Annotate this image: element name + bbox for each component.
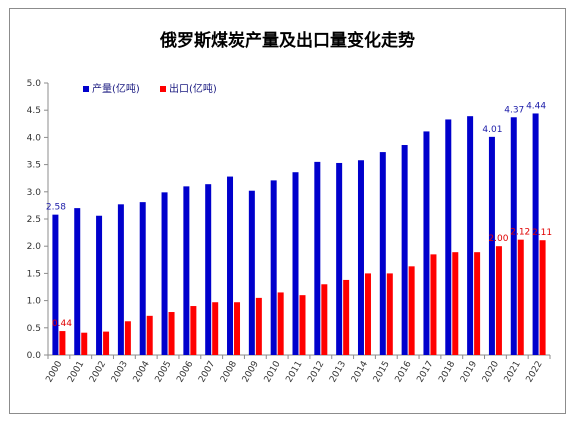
- x-tick-label: 2004: [132, 359, 152, 384]
- y-tick-label: 0.0: [27, 351, 42, 361]
- export-bar: [452, 252, 459, 355]
- production-bar: [227, 176, 234, 355]
- production-bar: [96, 215, 103, 355]
- production-bar: [532, 113, 539, 356]
- production-bar: [161, 192, 168, 355]
- export-bar: [255, 297, 262, 355]
- y-tick-label: 4.5: [27, 106, 41, 116]
- x-tick-label: 2016: [394, 359, 414, 384]
- production-data-label: 4.01: [482, 125, 502, 135]
- x-tick-label: 2006: [175, 359, 195, 384]
- export-bar: [474, 252, 481, 355]
- export-bar: [364, 273, 371, 355]
- production-data-label: 2.58: [46, 203, 66, 213]
- production-bar: [139, 202, 146, 355]
- export-bar: [103, 331, 110, 355]
- production-bar: [467, 116, 474, 356]
- export-data-label: 2.12: [510, 228, 530, 238]
- production-data-label: 4.37: [504, 105, 524, 115]
- x-tick-label: 2011: [284, 360, 304, 385]
- x-tick-label: 2005: [154, 360, 174, 385]
- production-bar: [336, 162, 343, 355]
- production-bar: [423, 131, 430, 355]
- export-bar: [212, 302, 219, 355]
- production-bar: [445, 119, 452, 355]
- legend-label-production: 产量(亿吨): [92, 82, 140, 95]
- y-tick-label: 1.5: [27, 269, 41, 279]
- y-tick-label: 5.0: [27, 79, 42, 89]
- x-tick-label: 2003: [110, 360, 130, 385]
- y-tick-label: 2.0: [27, 242, 42, 252]
- y-tick-label: 2.5: [27, 215, 41, 225]
- production-bar: [52, 214, 59, 355]
- export-bar: [234, 302, 241, 355]
- x-tick-label: 2015: [372, 360, 392, 385]
- production-bar: [510, 117, 517, 355]
- export-data-label: 2.00: [488, 234, 508, 244]
- export-bar: [190, 306, 197, 355]
- production-bar: [379, 152, 386, 355]
- x-tick-label: 2014: [350, 359, 370, 384]
- production-bar: [314, 161, 321, 355]
- export-data-label: 0.44: [52, 319, 72, 329]
- production-bar: [357, 160, 364, 355]
- x-tick-label: 2019: [459, 359, 479, 384]
- y-tick-label: 3.0: [27, 188, 42, 198]
- x-tick-label: 2001: [66, 360, 86, 385]
- x-tick-label: 2021: [503, 360, 523, 385]
- export-data-label: 2.11: [532, 228, 552, 238]
- production-bar: [205, 184, 212, 355]
- export-bar: [408, 266, 415, 355]
- x-tick-label: 2000: [44, 359, 64, 384]
- production-bar: [292, 172, 299, 355]
- export-bar: [146, 315, 153, 355]
- x-tick-label: 2009: [241, 359, 261, 384]
- y-tick-label: 4.0: [27, 133, 42, 143]
- export-bar: [343, 279, 350, 355]
- x-tick-label: 2017: [415, 360, 435, 385]
- export-bar: [539, 240, 546, 355]
- export-bar: [124, 321, 131, 355]
- production-bar: [401, 145, 408, 355]
- legend-label-export: 出口(亿吨): [169, 82, 217, 95]
- export-bar: [277, 292, 284, 355]
- x-tick-label: 2022: [525, 360, 545, 385]
- x-tick-label: 2007: [197, 360, 217, 385]
- production-bar: [117, 204, 124, 355]
- production-data-label: 4.44: [526, 101, 546, 111]
- export-bar: [386, 273, 393, 355]
- production-bar: [488, 136, 495, 355]
- x-tick-label: 2018: [437, 359, 457, 384]
- export-bar: [517, 239, 524, 355]
- x-tick-label: 2010: [263, 359, 283, 384]
- export-bar: [168, 312, 175, 355]
- legend-swatch-production: [83, 86, 89, 92]
- y-tick-label: 3.5: [27, 161, 41, 171]
- chart-title: 俄罗斯煤炭产量及出口量变化走势: [160, 31, 415, 51]
- x-tick-label: 2013: [328, 360, 348, 385]
- x-tick-label: 2020: [481, 359, 501, 384]
- production-bar: [74, 208, 81, 355]
- production-bar: [270, 180, 277, 355]
- export-bar: [81, 332, 88, 355]
- export-bar: [299, 295, 306, 355]
- export-bar: [495, 246, 502, 355]
- y-tick-label: 0.5: [27, 324, 41, 334]
- y-tick-label: 1.0: [27, 297, 42, 307]
- x-tick-label: 2012: [306, 360, 326, 385]
- export-bar: [321, 284, 328, 355]
- x-tick-label: 2002: [88, 360, 108, 385]
- export-bar: [430, 254, 437, 355]
- production-bar: [183, 186, 190, 355]
- production-bar: [248, 190, 255, 355]
- legend-swatch-export: [160, 86, 166, 92]
- x-tick-label: 2008: [219, 359, 239, 384]
- export-bar: [59, 331, 66, 355]
